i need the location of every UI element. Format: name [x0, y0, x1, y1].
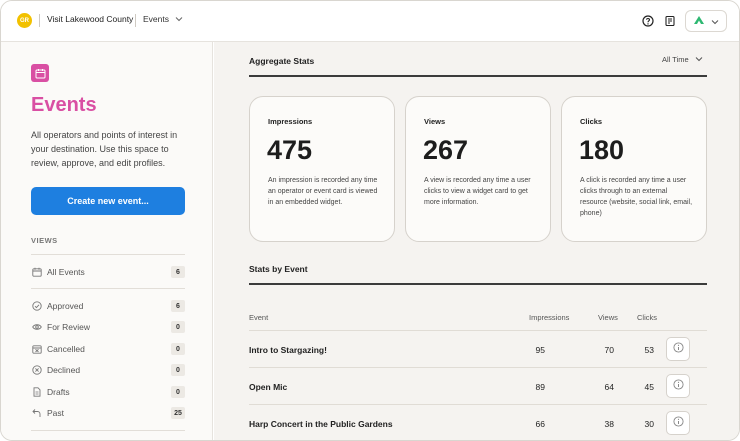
- divider: [31, 430, 185, 431]
- docs-icon[interactable]: [663, 14, 677, 28]
- top-bar: GR Visit Lakewood County Events: [1, 1, 739, 42]
- stat-card-views: Views 267 A view is recorded any time a …: [405, 96, 551, 242]
- info-button[interactable]: [666, 411, 690, 435]
- sidebar-item-past[interactable]: Past 25: [31, 404, 185, 422]
- section-label: Events: [143, 14, 169, 24]
- stat-card-title: Views: [424, 117, 446, 126]
- column-header-impressions[interactable]: Impressions: [529, 313, 570, 322]
- calendar-x-icon: [31, 344, 42, 355]
- org-name[interactable]: Visit Lakewood County: [47, 14, 134, 24]
- divider: [31, 254, 185, 255]
- stat-card-description: A view is recorded any time a user click…: [424, 177, 531, 206]
- help-icon[interactable]: [641, 14, 655, 28]
- column-header-views[interactable]: Views: [598, 313, 618, 322]
- chevron-down-icon: [695, 55, 703, 64]
- divider: [135, 14, 136, 27]
- count-badge: 0: [171, 386, 185, 398]
- sidebar: Events All operators and points of inter…: [1, 42, 213, 440]
- views-heading: VIEWS: [31, 236, 58, 245]
- sidebar-item-label: Drafts: [47, 387, 70, 397]
- document-icon: [31, 387, 42, 398]
- event-name[interactable]: Intro to Stargazing!: [249, 345, 327, 355]
- time-range-value: All Time: [662, 55, 689, 64]
- table-row[interactable]: Intro to Stargazing! 95 70 53: [249, 330, 707, 367]
- return-arrow-icon: [31, 408, 42, 419]
- divider: [39, 14, 40, 27]
- info-icon: [672, 340, 684, 358]
- sidebar-item-cancelled[interactable]: Cancelled 0: [31, 340, 185, 358]
- info-button[interactable]: [666, 337, 690, 361]
- chevron-down-icon: [711, 12, 719, 30]
- time-range-select[interactable]: All Time: [662, 55, 703, 64]
- check-circle-icon: [31, 301, 42, 312]
- count-badge: 0: [171, 364, 185, 376]
- page-title: Events: [31, 94, 97, 116]
- stat-card-value: 475: [267, 135, 313, 165]
- create-event-button[interactable]: Create new event...: [31, 187, 185, 215]
- clicks-cell: 45: [644, 382, 654, 392]
- section-rule: [249, 75, 707, 77]
- account-menu-button[interactable]: [685, 10, 727, 32]
- count-badge: 6: [171, 300, 185, 312]
- sidebar-item-all-events[interactable]: All Events 6: [31, 263, 185, 281]
- stat-card-impressions: Impressions 475 An impression is recorde…: [249, 96, 395, 242]
- sidebar-item-label: Approved: [47, 301, 84, 311]
- main-content: Aggregate Stats All Time Impressions 475…: [214, 42, 739, 440]
- sidebar-item-for-review[interactable]: For Review 0: [31, 318, 185, 336]
- sidebar-item-label: Cancelled: [47, 344, 85, 354]
- page-description: All operators and points of interest in …: [31, 130, 178, 168]
- top-actions: [641, 10, 727, 32]
- stat-card-value: 180: [579, 135, 625, 165]
- chevron-down-icon: [175, 14, 183, 24]
- calendar-icon: [31, 267, 42, 278]
- sidebar-item-label: Past: [47, 408, 65, 418]
- stat-card-value: 267: [423, 135, 469, 165]
- count-badge: 0: [171, 321, 185, 333]
- count-badge: 6: [171, 266, 185, 278]
- table-row[interactable]: Harp Concert in the Public Gardens 66 38…: [249, 404, 707, 440]
- x-circle-icon: [31, 365, 42, 376]
- clicks-cell: 30: [644, 419, 654, 429]
- stat-card-title: Clicks: [580, 117, 603, 126]
- views-cell: 70: [604, 345, 614, 355]
- event-name[interactable]: Harp Concert in the Public Gardens: [249, 419, 393, 429]
- section-rule: [249, 283, 707, 285]
- brand-logo-icon: [693, 12, 705, 30]
- views-cell: 64: [604, 382, 614, 392]
- views-cell: 38: [604, 419, 614, 429]
- count-badge: 25: [171, 407, 185, 419]
- info-icon: [672, 414, 684, 432]
- table-row[interactable]: Open Mic 89 64 45: [249, 367, 707, 404]
- calendar-icon: [31, 64, 49, 82]
- sidebar-item-label: Declined: [47, 365, 81, 375]
- impressions-cell: 95: [535, 345, 545, 355]
- sidebar-item-drafts[interactable]: Drafts 0: [31, 383, 185, 401]
- impressions-cell: 66: [535, 419, 545, 429]
- column-header-clicks[interactable]: Clicks: [637, 313, 657, 322]
- divider: [31, 288, 185, 289]
- info-icon: [672, 377, 684, 395]
- sidebar-item-label: For Review: [47, 322, 90, 332]
- count-badge: 0: [171, 343, 185, 355]
- info-button[interactable]: [666, 374, 690, 398]
- stat-card-description: An impression is recorded any time an op…: [268, 177, 378, 206]
- section-switcher[interactable]: Events: [143, 14, 183, 24]
- sidebar-item-approved[interactable]: Approved 6: [31, 297, 185, 315]
- event-name[interactable]: Open Mic: [249, 382, 288, 392]
- impressions-cell: 89: [535, 382, 545, 392]
- sidebar-item-label: All Events: [47, 267, 85, 277]
- column-header-event: Event: [249, 313, 269, 322]
- stat-card-clicks: Clicks 180 A click is recorded any time …: [561, 96, 707, 242]
- sidebar-item-declined[interactable]: Declined 0: [31, 361, 185, 379]
- org-logo[interactable]: GR: [17, 13, 32, 28]
- clicks-cell: 53: [644, 345, 654, 355]
- eye-icon: [31, 322, 42, 333]
- stat-card-description: A click is recorded any time a user clic…: [580, 177, 693, 217]
- stats-by-event-title: Stats by Event: [249, 264, 308, 274]
- stat-card-title: Impressions: [268, 117, 313, 126]
- aggregate-stats-title: Aggregate Stats: [249, 56, 315, 66]
